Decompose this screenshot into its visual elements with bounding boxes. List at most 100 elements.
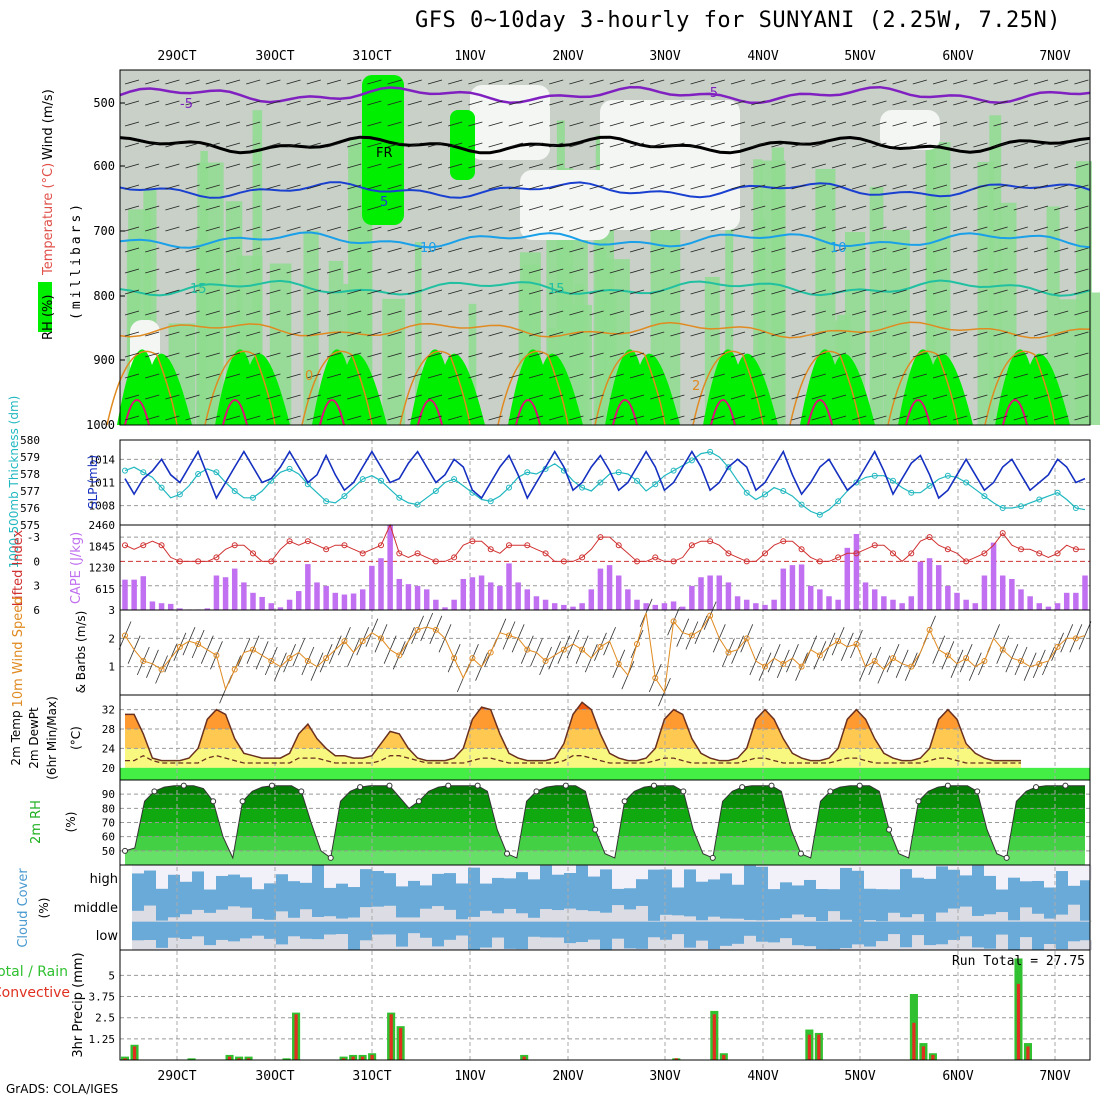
wind-barb (912, 394, 927, 400)
cape-bar (707, 575, 713, 610)
wind-barb (306, 226, 321, 232)
wind-barb (225, 184, 241, 190)
contour-label: 15 (548, 282, 565, 297)
thickness-line-point (963, 479, 970, 486)
wind-barb (488, 331, 503, 337)
rh-point (827, 788, 834, 795)
wind-barb (589, 184, 604, 190)
lifted-index-line-point (542, 550, 549, 557)
wind-barb (165, 184, 180, 190)
wind-speed-line-point (1018, 658, 1024, 664)
cloud-cell (432, 946, 444, 950)
wind-barb (609, 394, 624, 400)
cloud-cell (408, 933, 420, 950)
thickness-line-point (853, 479, 860, 486)
cloud-cell (312, 917, 324, 922)
wind-speed-line-point (579, 646, 586, 653)
wind-barb (387, 247, 402, 253)
y-tick-label: 900 (93, 353, 115, 367)
wind-barb (589, 352, 604, 358)
cape-bar (789, 565, 796, 610)
x-tick-label-bottom: 1NOV (454, 1069, 485, 1084)
wind-barb (932, 163, 948, 169)
rh-point (1062, 782, 1069, 789)
cloud-row-label: middle (74, 901, 118, 916)
thickness-line-point (122, 467, 128, 474)
y-tick-label-slp: 1011 (89, 477, 116, 490)
precip-convective-bar (807, 1034, 811, 1060)
wind-barb (1033, 121, 1049, 127)
wind-barb (629, 142, 645, 148)
precip-convective-bar (1016, 983, 1021, 1060)
cloud-cell (816, 865, 828, 889)
y-tick-label-thickness: 580 (20, 434, 40, 447)
wind-barb (852, 373, 867, 379)
y-tick-label-precip: 2.5 (95, 1012, 115, 1025)
cloud-cell (636, 865, 648, 880)
wind-barb (246, 268, 261, 274)
wind-barb (872, 100, 887, 106)
thickness-line-point (1036, 496, 1043, 503)
wind-barb (1074, 394, 1089, 400)
lifted-index-line-point (506, 542, 512, 549)
rh-point (709, 854, 716, 861)
wind-barb (1013, 163, 1028, 169)
wind-barb (973, 121, 988, 127)
wind-barb (912, 415, 927, 421)
lifted-index-line-point (140, 542, 147, 549)
cape-bar (972, 603, 979, 610)
wind-barb (145, 121, 160, 127)
cloud-cell (156, 865, 168, 889)
wind-barb (306, 289, 321, 295)
wind-barb (973, 394, 988, 400)
thickness-line-point (871, 472, 878, 479)
wind-barb (973, 373, 988, 379)
wind-speed-line (124, 612, 1086, 694)
wind-barb (427, 289, 443, 295)
wind-barb (225, 394, 241, 400)
y-axis-label-wind: 10m Wind Speed (11, 597, 26, 708)
wind-barb (811, 373, 826, 379)
wind-speed-line-point (688, 632, 695, 639)
y-axis-label-lifted-index: Lifted Index (11, 529, 26, 606)
cloud-cell (1020, 937, 1032, 950)
wind-barb (751, 100, 766, 106)
wind-barb (387, 226, 402, 232)
lifted-index-line-point (853, 550, 860, 557)
wind-barb (629, 79, 645, 85)
y-axis-label-rh2m-units: (%) (64, 812, 78, 833)
lifted-index-line-point (469, 538, 476, 545)
wind-barb (488, 352, 503, 358)
wind-barb (710, 373, 725, 379)
wind-barb (427, 394, 443, 400)
wind-barb (205, 289, 220, 295)
wind-barb (751, 79, 766, 85)
wind-barb (387, 184, 402, 190)
wind-barb (1074, 121, 1089, 127)
lifted-index-line-point (981, 550, 988, 557)
panel-frame-li-cape (119, 524, 1091, 611)
wind-barb (326, 100, 342, 106)
wind-speed-line-point (652, 675, 659, 681)
y-tick-label: 600 (93, 159, 115, 173)
wind-speed-line-point (524, 646, 531, 653)
cloud-cell (600, 865, 612, 870)
wind-barb (751, 289, 766, 295)
cloud-cell (840, 919, 852, 922)
wind-barb (629, 289, 645, 295)
wind-barb (205, 352, 220, 358)
wind-speed-line-point (762, 663, 768, 670)
wind-barb (367, 331, 382, 337)
wind-barb (569, 352, 584, 358)
y-axis-label-millibars: (millibars) (69, 201, 84, 320)
wind-barb (1013, 142, 1028, 148)
lifted-index-line-point (926, 534, 933, 541)
wind-barb (286, 142, 301, 148)
y-axis-label-rh2m-group: 2m RH (29, 800, 44, 844)
wind-barb (690, 310, 705, 316)
wind-barb (448, 268, 463, 274)
y-axis-label-precip-group: 3hr Precip (mm) (71, 952, 86, 1057)
cloud-cell (600, 912, 612, 922)
wind-barb (549, 79, 564, 85)
wind-barb (589, 163, 604, 169)
